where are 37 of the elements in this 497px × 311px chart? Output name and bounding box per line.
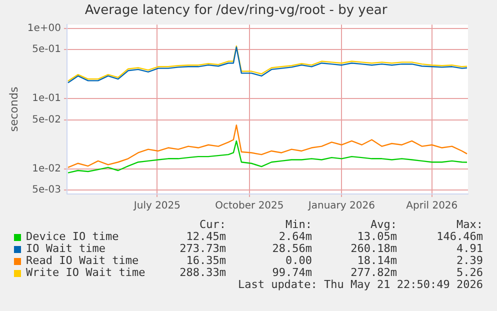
text: 4.91 [456,242,483,255]
text: 277.82m [350,266,397,279]
text: 288.33m [180,266,226,279]
y-axis-title: seconds [7,86,20,132]
text: Cur: [200,218,226,231]
y-tick-label: 5e-02 [32,114,61,126]
y-tick-label: 5e-01 [32,44,61,56]
text: Last update: Thu May 21 22:50:49 2026 [238,278,483,291]
text: Avg: [370,218,397,231]
x-tick-label: January 2026 [307,200,375,212]
text: 12.45m [186,230,226,243]
text: 18.14m [357,254,397,267]
text: 2.39 [456,254,483,267]
legend-label: IO Wait time [26,242,106,255]
text: 5.26 [456,266,483,279]
text: 13.05m [357,230,397,243]
text: 99.74m [272,266,312,279]
chart-title: Average latency for /dev/ring-vg/root - by year [84,3,388,18]
legend-label: Device IO time [26,230,119,243]
text: 146.46m [436,230,483,243]
text: 273.73m [180,242,226,255]
y-tick-label: 1e-01 [32,93,61,104]
y-tick-label: 5e-03 [32,184,61,196]
text: 2.64m [278,230,312,243]
text: 260.18m [350,242,397,255]
x-tick-label: April 2026 [406,200,458,212]
text: 16.35m [186,254,226,267]
legend-label: Read IO Wait time [26,254,139,267]
y-tick-label: 1e+00 [27,22,61,34]
text: Max: [456,218,483,231]
text: 0.00 [286,254,312,267]
x-tick-label: October 2025 [215,200,284,212]
text: 28.56m [272,242,312,255]
x-tick-label: July 2025 [132,200,181,212]
y-tick-label: 1e-02 [32,164,61,175]
legend-label: Write IO Wait time [26,266,146,279]
text: Min: [286,218,312,231]
